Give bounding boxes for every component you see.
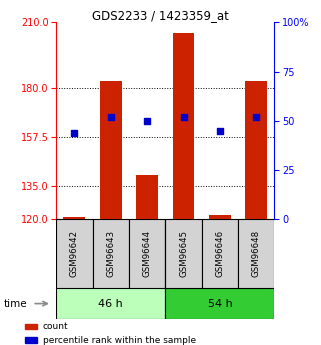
Point xyxy=(72,130,77,135)
Bar xyxy=(245,81,267,219)
Bar xyxy=(209,215,231,219)
Point xyxy=(144,118,150,124)
Text: percentile rank within the sample: percentile rank within the sample xyxy=(43,336,196,345)
Text: 46 h: 46 h xyxy=(98,299,123,308)
Text: GSM96643: GSM96643 xyxy=(106,230,115,277)
Bar xyxy=(25,324,37,329)
Text: GSM96642: GSM96642 xyxy=(70,230,79,277)
Bar xyxy=(165,219,202,288)
Bar xyxy=(64,217,85,219)
Bar xyxy=(136,175,158,219)
Text: count: count xyxy=(43,322,68,331)
Bar xyxy=(92,219,129,288)
Bar xyxy=(238,219,274,288)
Text: GDS2233 / 1423359_at: GDS2233 / 1423359_at xyxy=(92,9,229,22)
Bar xyxy=(173,33,195,219)
Point xyxy=(254,114,259,120)
Text: GSM96646: GSM96646 xyxy=(215,230,224,277)
Bar xyxy=(56,219,92,288)
Bar xyxy=(165,288,274,319)
Bar xyxy=(25,337,37,343)
Point xyxy=(181,114,186,120)
Bar xyxy=(56,288,165,319)
Point xyxy=(108,114,113,120)
Bar xyxy=(100,81,122,219)
Bar xyxy=(129,219,165,288)
Bar xyxy=(202,219,238,288)
Text: GSM96644: GSM96644 xyxy=(143,230,152,277)
Text: GSM96648: GSM96648 xyxy=(252,230,261,277)
Point xyxy=(217,128,222,134)
Text: GSM96645: GSM96645 xyxy=(179,230,188,277)
Text: 54 h: 54 h xyxy=(207,299,232,308)
Text: time: time xyxy=(3,299,27,308)
